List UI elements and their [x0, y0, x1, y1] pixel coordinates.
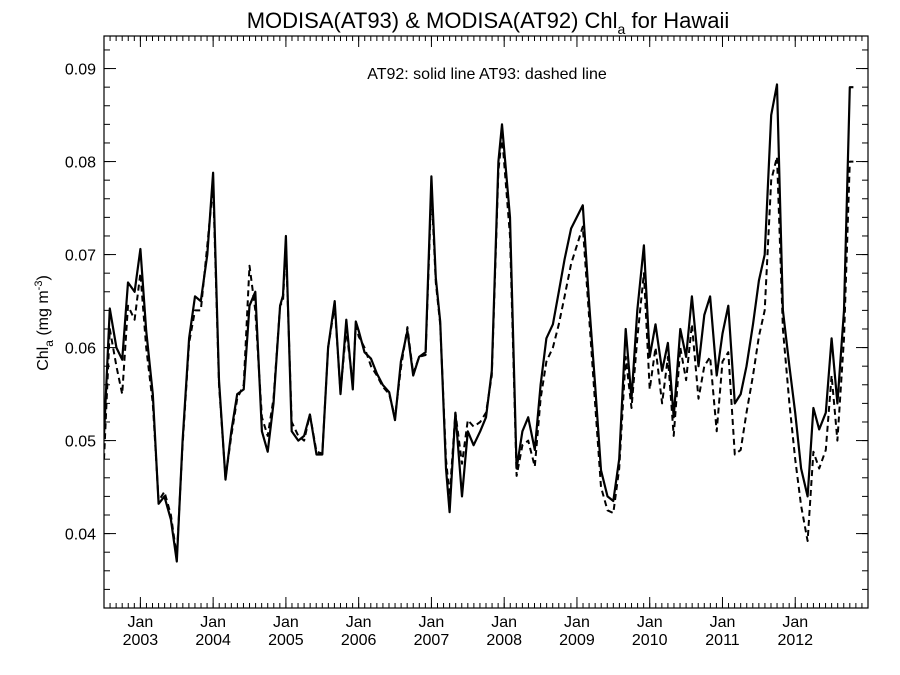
x-tick-month-label: Jan [710, 614, 736, 631]
x-tick-month-label: Jan [346, 614, 372, 631]
series-line-at93-dashed [104, 134, 854, 558]
series-lines [104, 83, 854, 563]
x-tick-year-label: 2010 [632, 632, 668, 649]
x-tick-month-label: Jan [273, 614, 299, 631]
x-tick-year-label: 2011 [705, 632, 740, 649]
chart-title: MODISA(AT93) & MODISA(AT92) Chla for Haw… [247, 8, 730, 37]
x-tick-year-label: 2005 [268, 632, 304, 649]
y-axis-title: Chla (mg m-3) [33, 275, 56, 371]
y-tick-label: 0.09 [65, 62, 96, 79]
y-tick-label: 0.05 [65, 434, 96, 451]
x-tick-year-label: 2006 [341, 632, 377, 649]
y-tick-label: 0.08 [65, 155, 96, 172]
x-tick-month-label: Jan [200, 614, 226, 631]
x-tick-year-label: 2009 [559, 632, 595, 649]
y-tick-label: 0.06 [65, 341, 96, 358]
x-tick-month-label: Jan [637, 614, 663, 631]
x-tick-month-label: Jan [491, 614, 517, 631]
x-tick-month-label: Jan [782, 614, 808, 631]
y-tick-label: 0.07 [65, 248, 96, 265]
x-tick-year-label: 2012 [777, 632, 813, 649]
x-tick-month-label: Jan [564, 614, 590, 631]
x-tick-month-label: Jan [127, 614, 153, 631]
x-tick-month-label: Jan [419, 614, 445, 631]
x-tick-year-label: 2008 [486, 632, 522, 649]
x-tick-year-label: 2007 [414, 632, 450, 649]
x-tick-year-label: 2004 [195, 632, 231, 649]
x-tick-year-label: 2003 [123, 632, 159, 649]
line-style-annotation: AT92: solid line AT93: dashed line [367, 66, 607, 83]
y-tick-label: 0.04 [65, 527, 96, 544]
axes: 0.040.050.060.070.080.09Jan2003Jan2004Ja… [65, 35, 869, 649]
